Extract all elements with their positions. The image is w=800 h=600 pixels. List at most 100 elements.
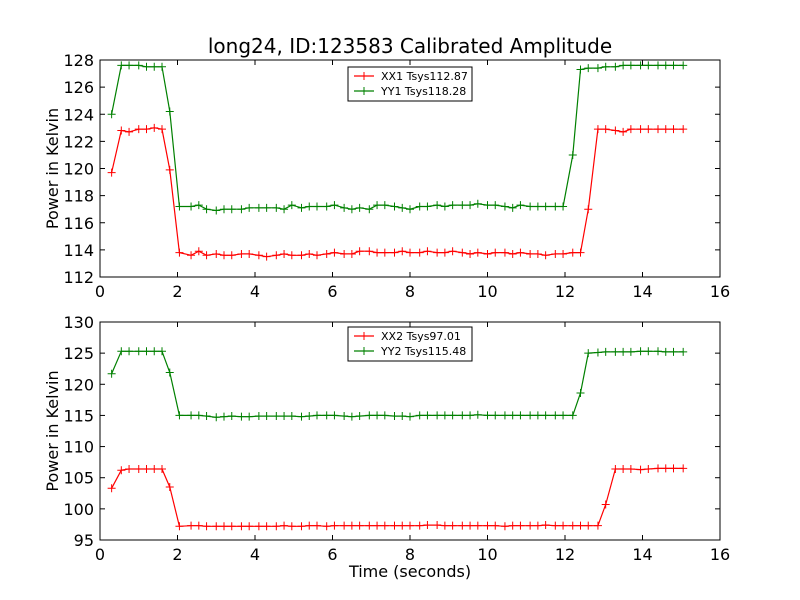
data-point	[280, 521, 289, 530]
data-point	[340, 521, 349, 530]
data-point	[654, 464, 662, 473]
data-point	[175, 522, 184, 531]
data-point	[322, 249, 331, 258]
data-point	[194, 201, 203, 210]
data-point	[280, 249, 289, 258]
data-point	[297, 203, 306, 212]
y-tick-label: 100	[63, 500, 94, 519]
data-point	[654, 125, 662, 134]
data-point	[576, 389, 585, 398]
data-point	[125, 347, 134, 356]
x-tick-label: 10	[477, 282, 497, 301]
y-tick-label: 124	[63, 105, 94, 124]
y-axis-label: Power in Kelvin	[43, 108, 62, 229]
data-point	[551, 411, 560, 420]
y-axis-label: Power in Kelvin	[43, 370, 62, 491]
legend-label: YY2 Tsys115.48	[380, 345, 466, 358]
data-point	[568, 248, 577, 257]
x-tick-label: 0	[95, 282, 105, 301]
data-point	[380, 201, 389, 210]
data-point	[541, 202, 550, 211]
legend-marker	[360, 72, 368, 80]
data-point	[380, 521, 389, 530]
data-point	[187, 251, 196, 260]
data-point	[415, 202, 424, 211]
data-point	[254, 203, 263, 212]
data-point	[380, 248, 389, 257]
x-tick-label: 12	[555, 282, 575, 301]
data-point	[593, 64, 602, 73]
data-point	[533, 202, 542, 211]
data-point	[584, 521, 593, 530]
data-point	[150, 123, 159, 132]
data-point	[398, 521, 407, 530]
data-point	[679, 464, 688, 473]
data-point	[611, 464, 620, 473]
data-point	[508, 203, 517, 212]
bottom-plot: 0 2 4 6 8 10 12 14 16 95 100 105 110 115 120 125 130 Powe…	[43, 313, 730, 581]
data-point	[280, 412, 289, 421]
data-point	[551, 521, 560, 530]
data-point	[262, 203, 271, 212]
data-point	[516, 201, 525, 210]
data-point	[313, 251, 321, 260]
data-point	[165, 368, 174, 377]
data-point	[305, 412, 314, 421]
data-point	[347, 521, 356, 530]
data-point	[297, 522, 306, 531]
data-point	[212, 522, 221, 531]
data-point	[365, 411, 374, 420]
data-point	[533, 411, 542, 420]
data-point	[500, 411, 509, 420]
legend-label: XX2 Tsys97.01	[381, 330, 461, 343]
data-point	[669, 125, 678, 134]
data-point	[448, 201, 457, 210]
data-point	[134, 61, 143, 70]
x-tick-label: 6	[327, 282, 337, 301]
data-point	[433, 411, 442, 420]
y-tick-label: 126	[63, 78, 94, 97]
data-point	[576, 521, 585, 530]
data-point	[584, 205, 593, 214]
data-point	[262, 252, 271, 261]
data-point	[516, 248, 525, 257]
data-point	[601, 125, 610, 134]
data-point	[611, 347, 620, 356]
data-point	[254, 251, 263, 260]
data-point	[212, 206, 221, 215]
data-point	[636, 61, 645, 70]
data-point	[483, 521, 492, 530]
data-point	[516, 411, 525, 420]
data-point	[158, 464, 166, 473]
data-point	[134, 464, 143, 473]
data-point	[287, 201, 296, 210]
data-point	[423, 247, 432, 256]
data-point	[458, 521, 467, 530]
y-tick-label: 120	[63, 160, 94, 179]
data-point	[373, 201, 382, 210]
data-point	[669, 347, 678, 356]
data-point	[287, 412, 296, 421]
data-point	[500, 248, 509, 257]
data-point	[365, 205, 374, 214]
data-point	[466, 249, 475, 258]
data-point	[415, 248, 424, 257]
x-tick-label: 2	[172, 282, 182, 301]
data-point	[237, 522, 246, 531]
data-point	[272, 522, 281, 531]
data-point	[584, 349, 593, 358]
data-point	[654, 61, 662, 70]
data-point	[448, 247, 457, 256]
data-point	[636, 347, 645, 356]
data-point	[165, 483, 174, 492]
x-tick-label: 14	[632, 282, 652, 301]
data-point	[365, 521, 374, 530]
data-point	[220, 251, 228, 260]
x-tick-label: 2	[172, 545, 182, 564]
data-point	[398, 247, 407, 256]
data-point	[202, 522, 211, 531]
data-point	[227, 251, 236, 260]
data-point	[117, 347, 126, 356]
data-point	[679, 125, 688, 134]
data-point	[390, 521, 399, 530]
